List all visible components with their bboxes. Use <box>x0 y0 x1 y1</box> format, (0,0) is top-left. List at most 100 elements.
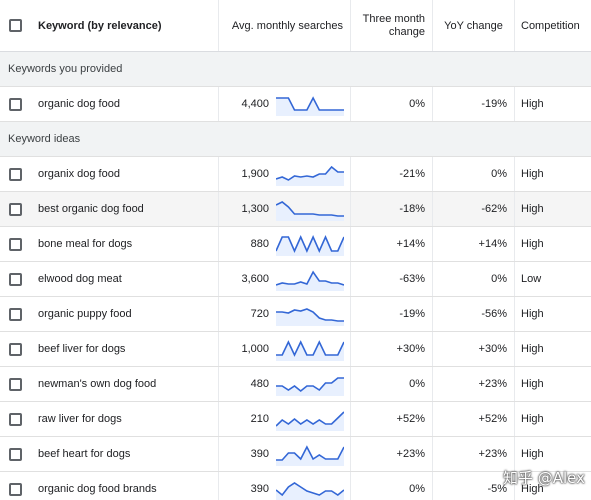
trend-sparkline <box>276 270 344 291</box>
row-checkbox-cell[interactable] <box>0 297 30 331</box>
competition-cell: High <box>521 168 544 180</box>
trend-area <box>276 447 344 466</box>
competition-cell: High <box>521 238 544 250</box>
keyword-cell: bone meal for dogs <box>30 227 219 261</box>
row-checkbox[interactable] <box>8 272 22 286</box>
header-keyword[interactable]: Keyword (by relevance) <box>30 0 219 51</box>
avg-searches-cell: 210 <box>219 402 351 436</box>
trend-area <box>276 378 344 396</box>
competition-cell: High <box>521 448 544 460</box>
avg-searches-cell: 1,000 <box>219 332 351 366</box>
competition-cell: High <box>521 343 544 355</box>
row-checkbox-cell[interactable] <box>0 192 30 226</box>
row-checkbox[interactable] <box>8 447 22 461</box>
trend-sparkline <box>276 482 344 500</box>
trend-sparkline <box>276 411 344 431</box>
avg-searches-cell: 1,900 <box>219 157 351 191</box>
row-checkbox[interactable] <box>8 482 22 496</box>
trend-area <box>276 202 344 221</box>
trend-line <box>276 96 344 111</box>
keyword-row[interactable]: elwood dog meat 3,600 -63% 0% Low <box>0 262 591 297</box>
avg-searches-cell: 3,600 <box>219 262 351 296</box>
competition-cell: High <box>521 308 544 320</box>
row-checkbox-cell[interactable] <box>0 227 30 261</box>
avg-searches-value: 1,300 <box>241 203 269 215</box>
avg-searches-value: 720 <box>250 308 269 320</box>
trend-line <box>276 377 344 393</box>
competition-cell: High <box>521 413 544 425</box>
watermark: 知乎 @Alex <box>502 469 585 487</box>
header-avg-monthly-searches[interactable]: Avg. monthly searches <box>219 0 351 51</box>
keyword-row[interactable]: best organic dog food 1,300 -18% -62% High <box>0 192 591 227</box>
header-three-month-change[interactable]: Three month change <box>351 0 433 51</box>
keyword-row[interactable]: organic dog food brands 390 0% -5% High <box>0 472 591 500</box>
keyword-cell: beef heart for dogs <box>30 437 219 471</box>
row-checkbox-cell[interactable] <box>0 87 30 121</box>
header-competition[interactable]: Competition <box>521 19 580 32</box>
keyword-row[interactable]: newman's own dog food 480 0% +23% High <box>0 367 591 402</box>
trend-line <box>276 482 344 497</box>
section-label: Keyword ideas <box>8 133 81 145</box>
trend-area <box>276 309 344 326</box>
avg-searches-cell: 1,300 <box>219 192 351 226</box>
header-checkbox-cell[interactable] <box>0 0 30 51</box>
row-checkbox-cell[interactable] <box>0 472 30 500</box>
avg-searches-cell: 390 <box>219 437 351 471</box>
row-checkbox-cell[interactable] <box>0 262 30 296</box>
keyword-row[interactable]: raw liver for dogs 210 +52% +52% High <box>0 402 591 437</box>
three-month-change-cell: +14% <box>351 227 433 261</box>
trend-sparkline <box>276 308 344 326</box>
avg-searches-cell: 880 <box>219 227 351 261</box>
trend-line <box>276 445 344 461</box>
three-month-change-cell: +30% <box>351 332 433 366</box>
three-month-change-cell: -21% <box>351 157 433 191</box>
row-checkbox[interactable] <box>8 412 22 426</box>
trend-area <box>276 483 344 500</box>
keyword-row[interactable]: organic dog food 4,400 0% -19% High <box>0 87 591 122</box>
row-checkbox-cell[interactable] <box>0 402 30 436</box>
three-month-change-cell: +23% <box>351 437 433 471</box>
row-checkbox[interactable] <box>8 97 22 111</box>
avg-searches-cell: 4,400 <box>219 87 351 121</box>
header-yoy-change[interactable]: YoY change <box>433 0 515 51</box>
row-checkbox[interactable] <box>8 307 22 321</box>
row-checkbox[interactable] <box>8 202 22 216</box>
competition-cell: High <box>521 98 544 110</box>
row-checkbox-cell[interactable] <box>0 437 30 471</box>
yoy-change-cell: 0% <box>433 262 515 296</box>
section-keywords-provided: Keywords you provided <box>0 52 591 87</box>
trend-area <box>276 237 344 256</box>
keyword-row[interactable]: organix dog food 1,900 -21% 0% High <box>0 157 591 192</box>
row-checkbox-cell[interactable] <box>0 332 30 366</box>
trend-sparkline <box>276 235 344 256</box>
yoy-change-cell: -62% <box>433 192 515 226</box>
trend-line <box>276 308 344 322</box>
yoy-change-cell: +52% <box>433 402 515 436</box>
row-checkbox[interactable] <box>8 237 22 251</box>
keyword-row[interactable]: bone meal for dogs 880 +14% +14% High <box>0 227 591 262</box>
keyword-row[interactable]: beef heart for dogs 390 +23% +23% High <box>0 437 591 472</box>
trend-sparkline <box>276 340 344 361</box>
row-checkbox-cell[interactable] <box>0 157 30 191</box>
row-checkbox[interactable] <box>8 342 22 356</box>
avg-searches-value: 210 <box>250 413 269 425</box>
section-label: Keywords you provided <box>8 63 123 75</box>
select-all-checkbox[interactable] <box>8 19 22 32</box>
yoy-change-cell: -5% <box>433 472 515 500</box>
row-checkbox[interactable] <box>8 167 22 181</box>
yoy-change-cell: -19% <box>433 87 515 121</box>
three-month-change-cell: -18% <box>351 192 433 226</box>
trend-line <box>276 201 344 217</box>
trend-sparkline <box>276 96 344 116</box>
keyword-cell: organix dog food <box>30 157 219 191</box>
keyword-row[interactable]: organic puppy food 720 -19% -56% High <box>0 297 591 332</box>
three-month-change-cell: 0% <box>351 367 433 401</box>
yoy-change-cell: +14% <box>433 227 515 261</box>
three-month-change-cell: 0% <box>351 472 433 500</box>
row-checkbox[interactable] <box>8 377 22 391</box>
avg-searches-value: 4,400 <box>241 98 269 110</box>
row-checkbox-cell[interactable] <box>0 367 30 401</box>
keyword-row[interactable]: beef liver for dogs 1,000 +30% +30% High <box>0 332 591 367</box>
yoy-change-cell: -56% <box>433 297 515 331</box>
